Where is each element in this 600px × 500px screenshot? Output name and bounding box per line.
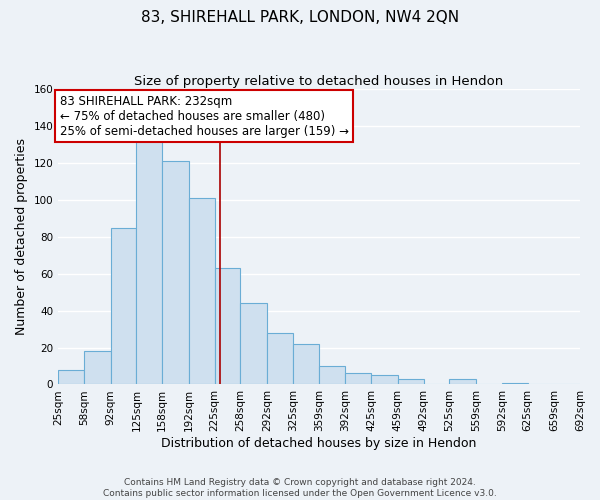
Bar <box>189 198 215 384</box>
Text: 83 SHIREHALL PARK: 232sqm
← 75% of detached houses are smaller (480)
25% of semi: 83 SHIREHALL PARK: 232sqm ← 75% of detac… <box>60 94 349 138</box>
Title: Size of property relative to detached houses in Hendon: Size of property relative to detached ho… <box>134 75 504 88</box>
Y-axis label: Number of detached properties: Number of detached properties <box>15 138 28 336</box>
Bar <box>398 379 424 384</box>
Bar <box>267 333 293 384</box>
Bar <box>136 139 162 384</box>
Bar <box>110 228 136 384</box>
Bar <box>241 304 267 384</box>
Text: Contains HM Land Registry data © Crown copyright and database right 2024.
Contai: Contains HM Land Registry data © Crown c… <box>103 478 497 498</box>
Bar <box>293 344 319 385</box>
Bar <box>502 382 527 384</box>
Text: 83, SHIREHALL PARK, LONDON, NW4 2QN: 83, SHIREHALL PARK, LONDON, NW4 2QN <box>141 10 459 25</box>
X-axis label: Distribution of detached houses by size in Hendon: Distribution of detached houses by size … <box>161 437 477 450</box>
Bar <box>345 374 371 384</box>
Bar <box>162 161 189 384</box>
Bar <box>58 370 84 384</box>
Bar <box>319 366 345 384</box>
Bar <box>84 351 110 384</box>
Bar <box>215 268 241 384</box>
Bar <box>449 379 476 384</box>
Bar <box>371 375 398 384</box>
